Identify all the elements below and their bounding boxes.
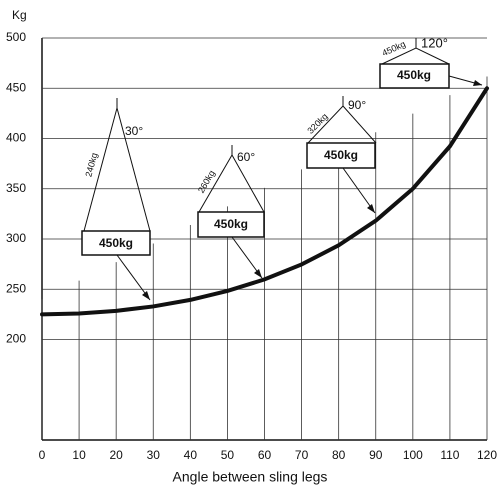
y-tick-label: 300 xyxy=(6,231,26,245)
leg-label: 260kg xyxy=(196,169,217,195)
leg-label: 450kg xyxy=(381,39,407,58)
y-axis-label: Kg xyxy=(12,8,27,22)
x-tick-label: 60 xyxy=(258,448,272,462)
chart: Kg Angle between sling legs 450kg 30° 24… xyxy=(0,0,499,489)
y-tick-label: 350 xyxy=(6,181,26,195)
y-tick-label: 400 xyxy=(6,131,26,145)
y-tick-label: 200 xyxy=(6,332,26,346)
angle-label: 120° xyxy=(421,35,448,50)
leg-label: 240kg xyxy=(83,152,99,178)
y-tick-label: 500 xyxy=(6,30,26,44)
arrow-head xyxy=(254,269,262,278)
load-label: 450kg xyxy=(214,217,248,231)
x-tick-label: 40 xyxy=(184,448,198,462)
diagram-120: 450kg 120° 450kg xyxy=(380,35,482,88)
load-label: 450kg xyxy=(324,148,358,162)
x-tick-label: 90 xyxy=(369,448,383,462)
x-axis-label: Angle between sling legs xyxy=(173,469,328,485)
angle-label: 30° xyxy=(125,124,143,138)
arrow-head xyxy=(367,204,375,213)
x-tick-label: 70 xyxy=(295,448,309,462)
x-tick-label: 120 xyxy=(477,448,497,462)
y-tick-label: 450 xyxy=(6,80,26,94)
x-tick-label: 110 xyxy=(440,448,459,462)
load-label: 450kg xyxy=(99,236,133,250)
diagram-90: 450kg 90° 320kg xyxy=(305,96,376,213)
x-tick-label: 80 xyxy=(332,448,346,462)
y-tick-label: 250 xyxy=(6,281,26,295)
x-tick-label: 30 xyxy=(147,448,161,462)
arrow-head xyxy=(142,291,150,300)
x-tick-label: 10 xyxy=(72,448,86,462)
x-tick-label: 100 xyxy=(403,448,423,462)
angle-label: 90° xyxy=(348,98,366,112)
angle-label: 60° xyxy=(237,150,255,164)
arrow-head xyxy=(473,80,482,86)
diagram-60: 450kg 60° 260kg xyxy=(196,145,264,278)
x-tick-label: 50 xyxy=(221,448,235,462)
load-label: 450kg xyxy=(397,68,431,82)
x-tick-label: 0 xyxy=(39,448,46,462)
x-tick-label: 20 xyxy=(109,448,123,462)
